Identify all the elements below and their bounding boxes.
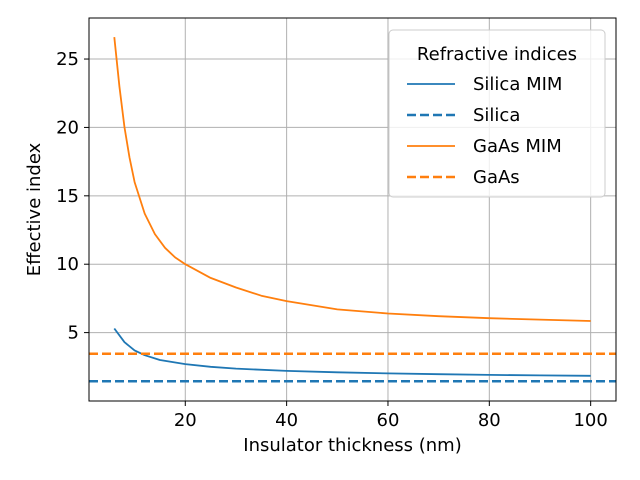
- ticks: 20 40 60 80 100 5 10 15 20 25: [56, 49, 608, 431]
- y-tick-label: 10: [56, 254, 79, 275]
- series-line-gaas-mim: [113, 37, 591, 322]
- legend-label-silica-mim: Silica MIM: [473, 74, 562, 95]
- legend: Refractive indices Silica MIM Silica GaAs …: [388, 29, 606, 198]
- x-tick-label: 20: [174, 410, 197, 431]
- legend-label-silica: Silica: [473, 105, 520, 126]
- legend-box: [388, 29, 606, 198]
- series-line-silica-mim: [113, 327, 591, 377]
- x-axis-label: Insulator thickness (nm): [243, 435, 461, 456]
- x-tick-label: 40: [275, 410, 298, 431]
- legend-title: Refractive indices: [417, 44, 577, 65]
- x-tick-label: 80: [478, 410, 501, 431]
- y-tick-label: 25: [56, 49, 79, 70]
- y-tick-label: 15: [56, 186, 79, 207]
- y-tick-label: 20: [56, 117, 79, 138]
- x-tick-label: 60: [377, 410, 400, 431]
- y-axis-label: Effective index: [24, 142, 45, 276]
- plot-lines: [89, 37, 616, 383]
- x-tick-label: 100: [573, 410, 607, 431]
- legend-label-gaas-mim: GaAs MIM: [473, 136, 562, 157]
- axes-frame: [88, 17, 617, 402]
- legend-items: Silica MIM Silica GaAs MIM GaAs: [407, 74, 562, 188]
- legend-label-gaas: GaAs: [473, 167, 520, 188]
- y-tick-label: 5: [68, 323, 79, 344]
